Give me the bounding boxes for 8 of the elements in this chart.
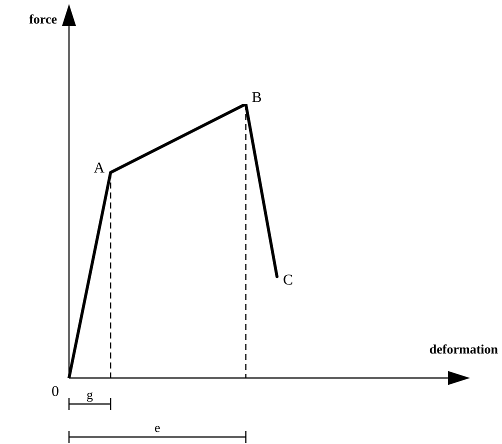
text: g (86, 386, 94, 402)
annotation: B (252, 90, 262, 106)
text: C (283, 272, 294, 289)
text: force (29, 11, 58, 26)
text: deformation (429, 341, 499, 356)
annotation: A (94, 160, 105, 176)
text: 0 (52, 384, 59, 400)
text: e (154, 420, 161, 435)
